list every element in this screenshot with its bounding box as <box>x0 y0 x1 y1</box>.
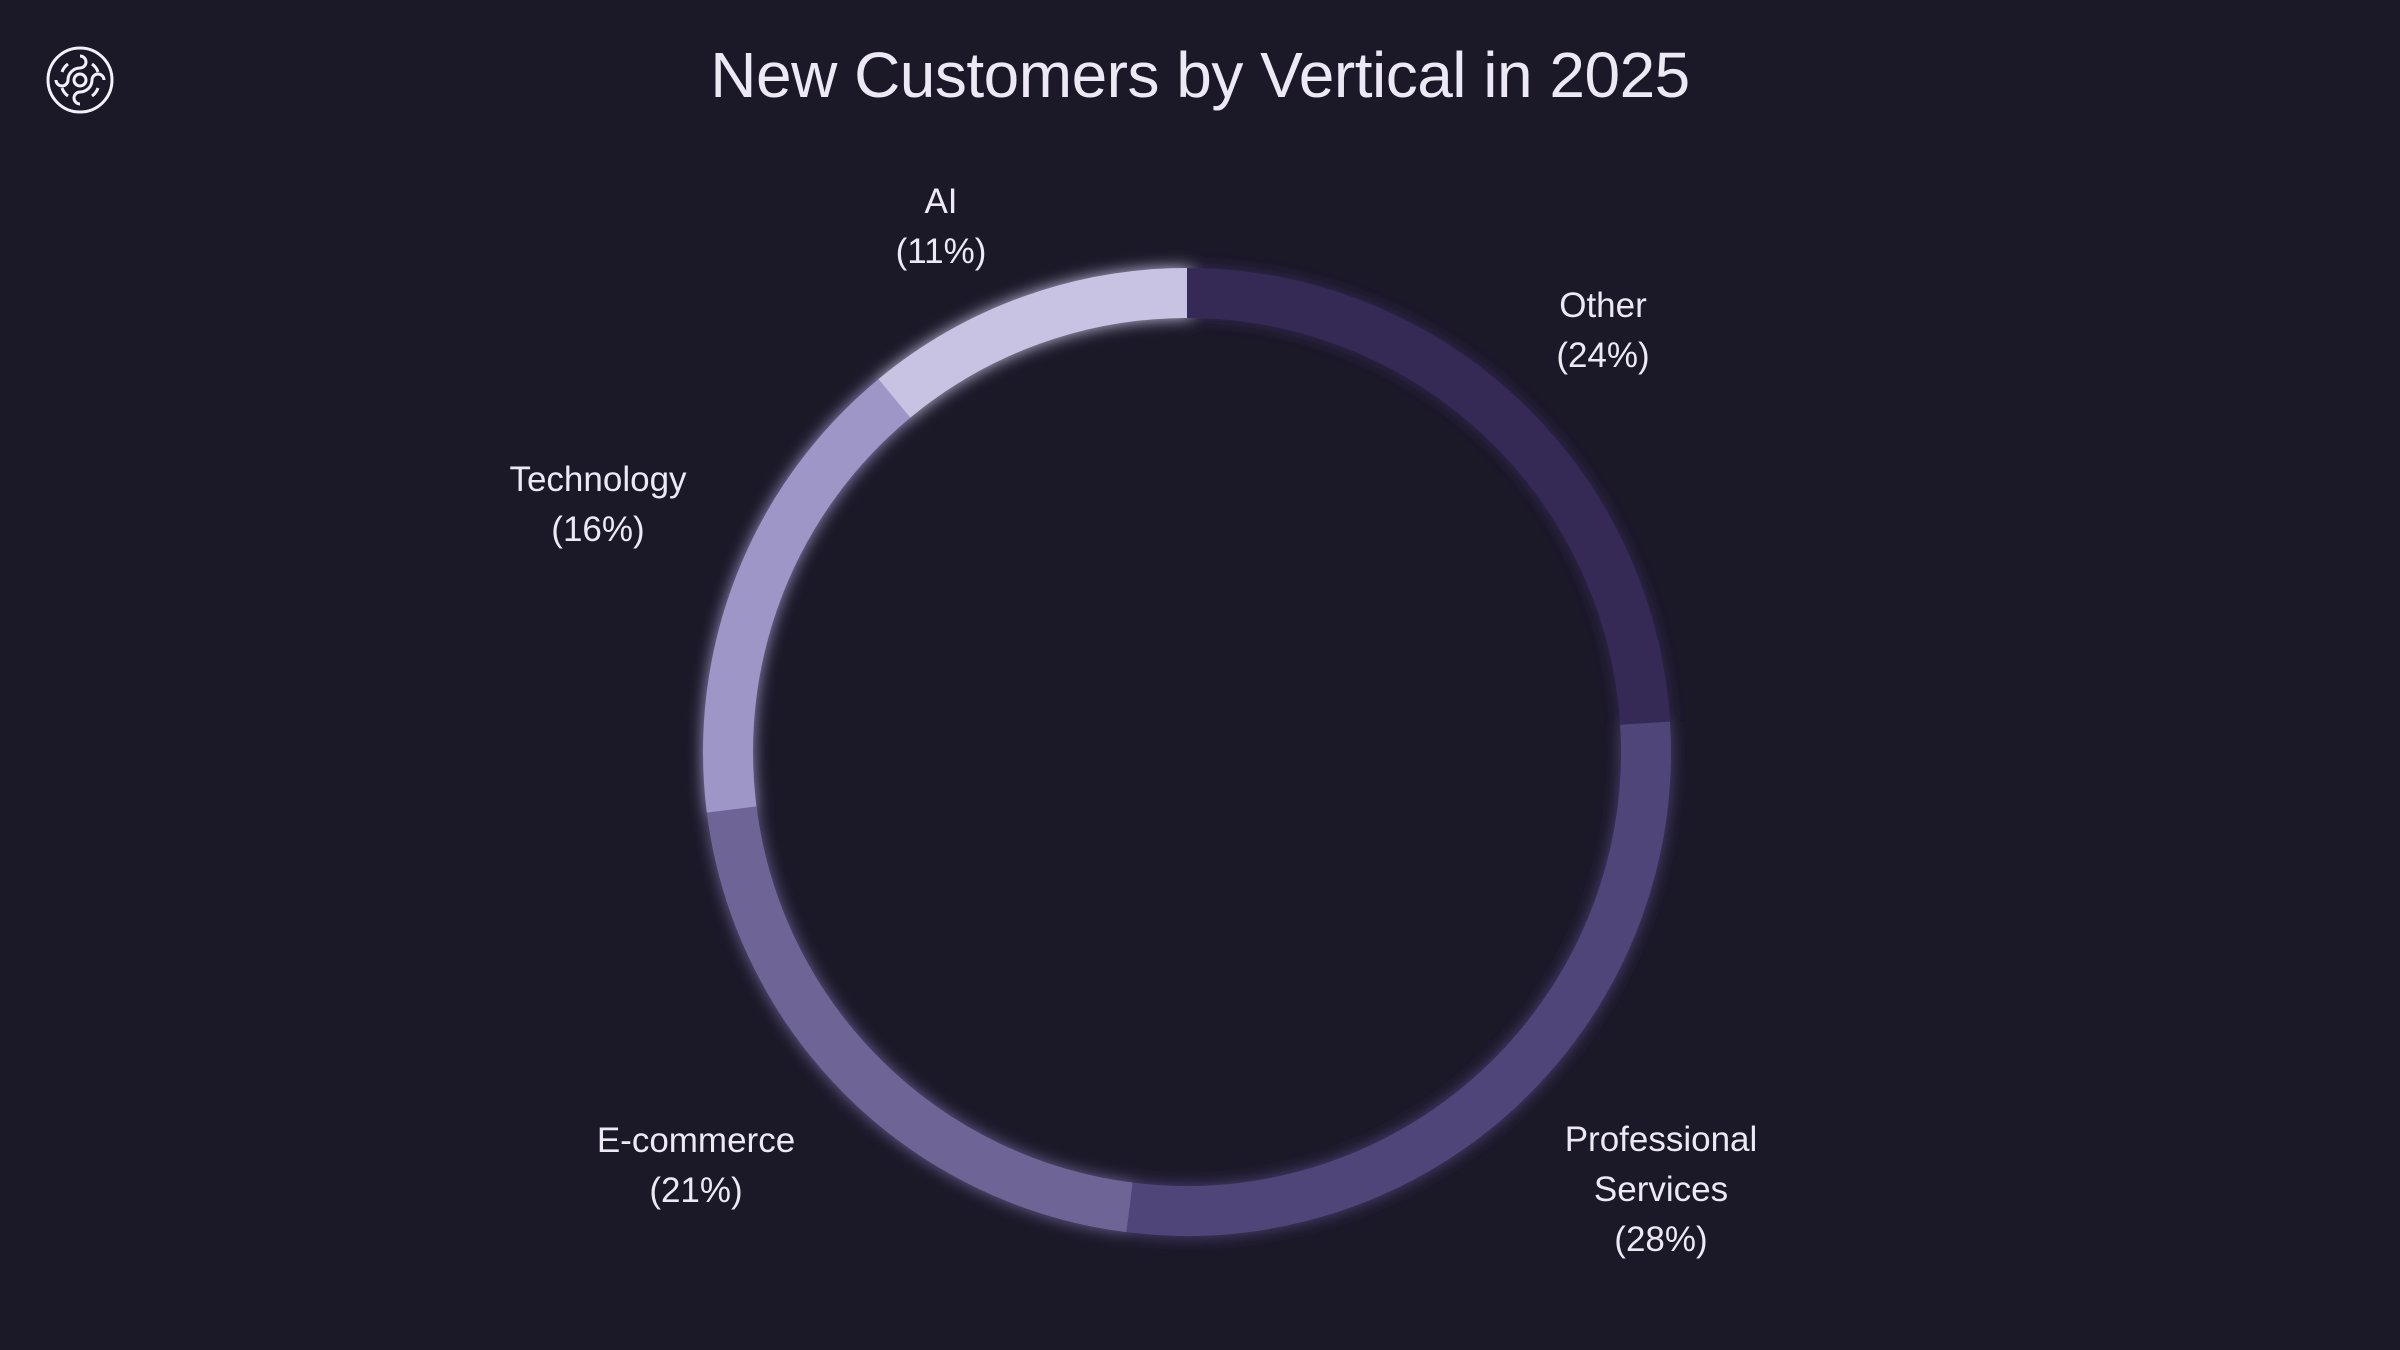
slice-name: E-commerce <box>596 1121 796 1160</box>
slice-name-line-1: Professional <box>1564 1120 1758 1159</box>
slice-percent: (21%) <box>649 1171 743 1210</box>
logo <box>44 44 116 116</box>
slice-label-technology: Technology (16%) <box>509 455 686 555</box>
slice-label-e-commerce: E-commerce (21%) <box>597 1116 795 1216</box>
slice-percent: (24%) <box>1556 336 1650 375</box>
donut-slice-technology <box>703 379 911 813</box>
slice-label-ai: AI (11%) <box>896 177 987 277</box>
donut-slice-ai <box>878 268 1188 418</box>
donut-slice-professional-services <box>1126 721 1671 1236</box>
slice-percent: (11%) <box>895 232 987 271</box>
slice-percent: (28%) <box>1614 1220 1708 1259</box>
chart-title: New Customers by Vertical in 2025 <box>710 39 1690 111</box>
slice-name: AI <box>924 182 958 221</box>
slice-label-professional-services: Professional Services (28%) <box>1565 1115 1758 1265</box>
slice-percent: (16%) <box>551 510 645 549</box>
slice-label-other: Other (24%) <box>1556 281 1649 381</box>
slice-name: Technology <box>509 460 687 499</box>
slice-name: Other <box>1559 286 1647 325</box>
donut-slice-e-commerce <box>706 806 1133 1233</box>
slice-name-line-2: Services <box>1593 1170 1729 1209</box>
donut-slice-other <box>1186 268 1671 725</box>
